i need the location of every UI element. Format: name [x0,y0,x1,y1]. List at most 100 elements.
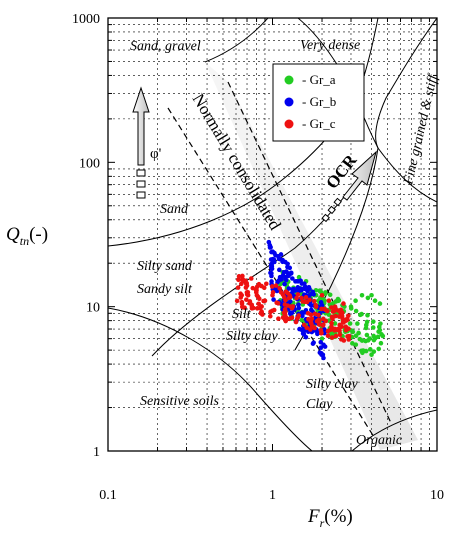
data-point [303,295,309,300]
data-point [312,311,318,317]
data-point [319,330,324,336]
data-point [375,334,381,340]
data-point [316,322,322,327]
x-tick-label: 0.1 [99,488,117,503]
legend-marker-gr-b [284,97,294,107]
data-point [367,347,373,352]
data-point [376,324,382,330]
data-point [365,312,370,318]
data-point [290,276,295,281]
zone-boundaries [108,18,437,451]
data-point [370,325,376,330]
boundary-fine-stiff-right [377,147,437,203]
data-point [367,336,372,341]
data-point [333,313,338,319]
data-point [325,333,331,338]
data-point [341,338,347,343]
data-point [370,319,376,324]
data-point [335,326,341,332]
y-axis-label-unit: (-) [29,224,48,245]
x-axis-label: Fr(%) [307,506,353,530]
data-point [239,304,245,310]
zone-label-silty-clay-upper: Silty clay [226,329,278,344]
data-point [379,332,384,337]
data-point [295,314,301,320]
y-axis-label-sub: tn [20,234,29,248]
data-point [371,337,377,343]
data-point [264,281,269,287]
data-point [313,302,318,308]
data-point [353,308,359,314]
data-point [308,312,314,318]
zone-label-sand-gravel: Sand, gravel [130,39,201,54]
ocr-arrow: OCR [321,150,377,223]
data-point [329,335,335,340]
data-point [359,348,364,354]
zone-label-sandy-silt: Sandy silt [137,282,193,297]
data-point [287,265,293,271]
data-point [236,274,242,279]
zone-label-silty-sand: Silty sand [137,259,193,274]
legend-marker-gr-a [284,75,294,85]
data-point [296,274,302,280]
data-point [311,298,317,304]
x-tick-label: 10 [430,488,444,503]
data-point [282,281,287,287]
data-point [371,349,377,354]
y-tick-label: 1 [93,445,100,460]
data-point [288,271,294,276]
zone-label-sand: Sand [160,202,189,217]
legend-marker-gr-c [284,119,294,129]
data-point [363,322,369,328]
data-point [357,312,363,318]
x-axis-label-main: F [307,506,320,527]
data-point [356,330,361,336]
data-point [329,320,334,326]
y-axis-label: Qtn(-) [6,224,48,248]
y-tick-label: 100 [79,156,100,171]
data-point [273,283,279,288]
data-point [316,318,321,323]
data-point [353,298,358,303]
zone-label-very-dense: Very dense [300,38,360,53]
data-point [286,286,292,291]
data-point [269,284,275,289]
data-point [259,304,264,309]
data-point [369,292,374,298]
zone-label-clay: Clay [306,397,333,412]
data-point [259,283,264,289]
data-point [341,301,346,306]
data-point [338,307,344,313]
data-point [319,306,324,312]
data-point [318,345,324,350]
data-point [296,305,302,311]
legend-label-gr-b: - Gr_b [302,94,336,109]
data-point [332,304,338,309]
data-point [322,327,327,332]
data-point [286,295,292,301]
data-point [244,290,250,295]
data-point [333,333,339,339]
data-point [239,292,245,298]
data-point [301,331,307,337]
boundary-sand-gravel [204,18,269,63]
data-point [277,286,282,291]
x-tick-label: 1 [269,488,276,503]
data-point [234,298,240,304]
data-point [285,303,291,308]
data-point [294,278,299,284]
boundary-organic [351,409,437,451]
data-point [363,338,368,344]
grid [108,18,437,451]
data-point [309,324,315,330]
data-point [305,288,310,294]
legend-label-gr-c: - Gr_c [302,116,336,131]
data-point [288,311,293,317]
data-point [270,292,275,298]
data-point [271,297,276,302]
data-point [308,319,313,324]
data-point [268,265,274,271]
phi-label: φ' [150,146,162,162]
data-point [337,332,343,338]
